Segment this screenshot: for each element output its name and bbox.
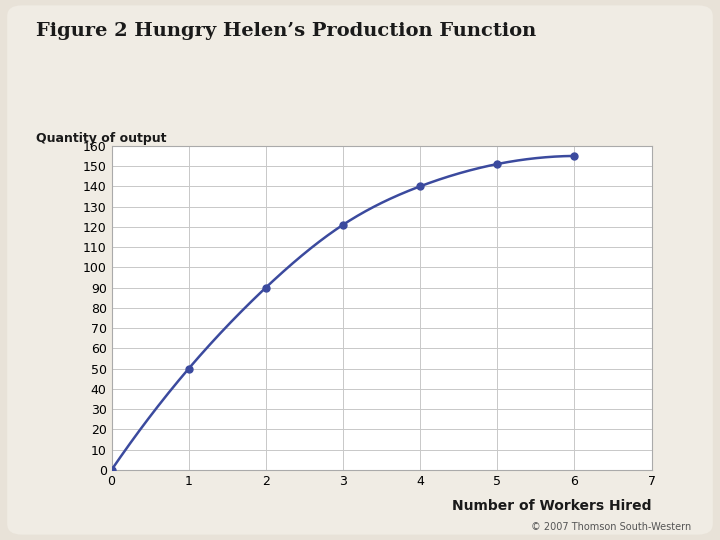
Text: Number of Workers Hired: Number of Workers Hired [452,500,652,514]
Text: Figure 2 Hungry Helen’s Production Function: Figure 2 Hungry Helen’s Production Funct… [36,22,536,39]
Text: © 2007 Thomson South-Western: © 2007 Thomson South-Western [531,522,691,532]
FancyBboxPatch shape [7,5,713,535]
Text: Quantity of output: Quantity of output [36,132,166,145]
